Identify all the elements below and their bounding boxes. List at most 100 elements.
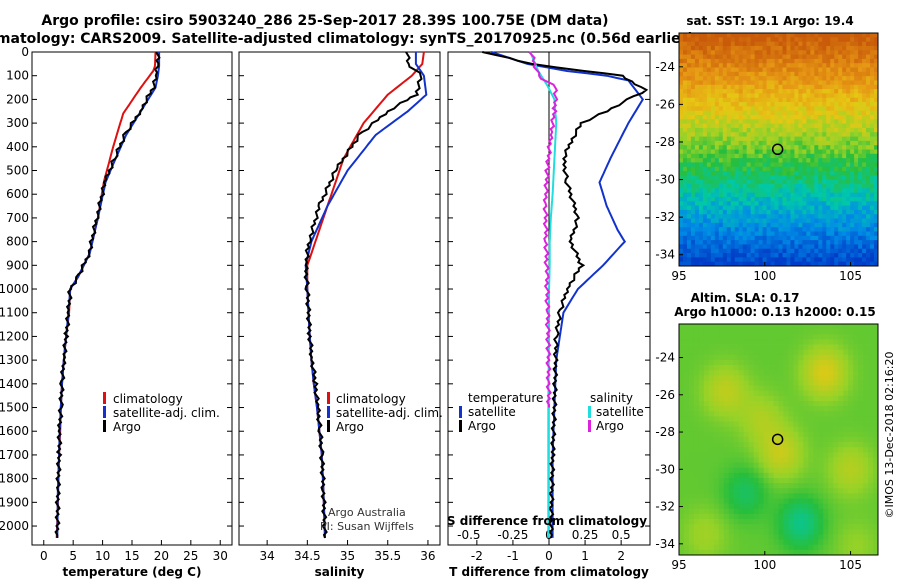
map-cell xyxy=(866,209,871,215)
map-cell xyxy=(726,71,732,77)
map-cell xyxy=(702,33,708,38)
map-cell xyxy=(814,110,819,116)
map-cell xyxy=(694,45,700,51)
map-cell xyxy=(866,67,871,73)
map-cell xyxy=(793,416,799,422)
map-cell xyxy=(786,89,791,94)
map-cell xyxy=(850,54,855,60)
map-cell xyxy=(679,329,685,335)
map-cell xyxy=(726,244,732,250)
map-cell xyxy=(786,214,791,219)
map-cell xyxy=(818,179,823,185)
map-cell xyxy=(838,334,844,340)
map-cell xyxy=(698,457,705,463)
map-cell xyxy=(828,359,834,366)
map-cell xyxy=(743,359,750,366)
map-cell xyxy=(682,33,688,38)
map-cell xyxy=(842,171,847,176)
map-cell xyxy=(734,253,740,258)
map-cell xyxy=(853,524,859,530)
map-cell xyxy=(788,370,794,376)
map-cell xyxy=(818,136,823,142)
map-cell xyxy=(814,132,819,137)
map-cell xyxy=(746,50,752,55)
map-cell xyxy=(773,334,779,340)
map-cell xyxy=(846,145,851,150)
map-cell xyxy=(703,401,710,407)
map-cell xyxy=(710,166,716,172)
map-cell xyxy=(788,354,794,361)
map-cell xyxy=(838,76,843,81)
map-cell xyxy=(783,442,789,448)
map-cell xyxy=(803,549,809,556)
map-cell xyxy=(802,179,807,185)
map-cell xyxy=(730,67,736,73)
map-cell xyxy=(798,93,803,99)
map-cell xyxy=(763,544,769,551)
map-cell xyxy=(873,534,879,540)
map-cell xyxy=(686,110,692,116)
map-cell xyxy=(726,80,732,86)
map-cell xyxy=(733,421,740,428)
map-cell xyxy=(706,188,712,194)
map-cell xyxy=(838,329,844,335)
y-tick-label: 400 xyxy=(6,140,29,154)
map-cell xyxy=(758,54,763,60)
map-cell xyxy=(730,209,736,215)
map-cell xyxy=(794,158,799,163)
map-cell xyxy=(798,119,803,125)
map-cell xyxy=(710,54,716,60)
map-cell xyxy=(870,231,875,237)
map-cell xyxy=(698,227,704,232)
map-cell xyxy=(793,544,799,551)
map-cell xyxy=(679,123,684,129)
map-cell xyxy=(728,324,735,330)
map-cell xyxy=(818,158,823,163)
map-cell xyxy=(730,132,736,137)
map-cell xyxy=(822,123,827,129)
map-cell xyxy=(818,50,823,55)
map-cell xyxy=(778,188,783,194)
map-cell xyxy=(866,58,871,64)
map-cell xyxy=(846,227,851,232)
map-cell xyxy=(774,196,779,202)
map-cell xyxy=(782,192,787,198)
map-cell xyxy=(686,192,692,198)
map-cell xyxy=(706,50,712,55)
map-cell xyxy=(823,549,829,556)
map-cell xyxy=(778,395,784,402)
map-cell xyxy=(679,442,685,448)
map-cell xyxy=(782,244,787,250)
map-cell xyxy=(688,513,695,520)
map-cell xyxy=(873,431,879,438)
map-cell xyxy=(693,549,700,556)
legend-label-s-argo: Argo xyxy=(596,419,624,433)
map-cell xyxy=(803,529,809,535)
map-cell xyxy=(814,205,819,211)
map-cell xyxy=(863,472,869,479)
map-cell xyxy=(763,359,769,366)
map-cell xyxy=(846,41,851,47)
map-cell xyxy=(768,354,774,361)
map-cell xyxy=(822,63,827,68)
map-cell xyxy=(738,244,744,250)
map-cell xyxy=(798,508,804,515)
map-cell xyxy=(770,201,775,206)
map-cell xyxy=(833,431,839,438)
map-cell xyxy=(698,519,705,525)
map-cell xyxy=(858,192,863,198)
map-cell xyxy=(694,50,700,55)
map-cell xyxy=(862,184,867,189)
map-cell xyxy=(730,240,736,245)
map-cell xyxy=(790,93,795,99)
map-cell xyxy=(753,395,760,402)
map-cell xyxy=(778,370,784,376)
map-cell xyxy=(790,102,795,107)
map-cell xyxy=(694,166,700,172)
map-cell xyxy=(728,380,735,386)
map-cell xyxy=(782,76,787,81)
map-cell xyxy=(773,524,779,530)
map-cell xyxy=(690,80,696,86)
map-cell xyxy=(843,401,849,407)
map-cell xyxy=(818,244,823,250)
